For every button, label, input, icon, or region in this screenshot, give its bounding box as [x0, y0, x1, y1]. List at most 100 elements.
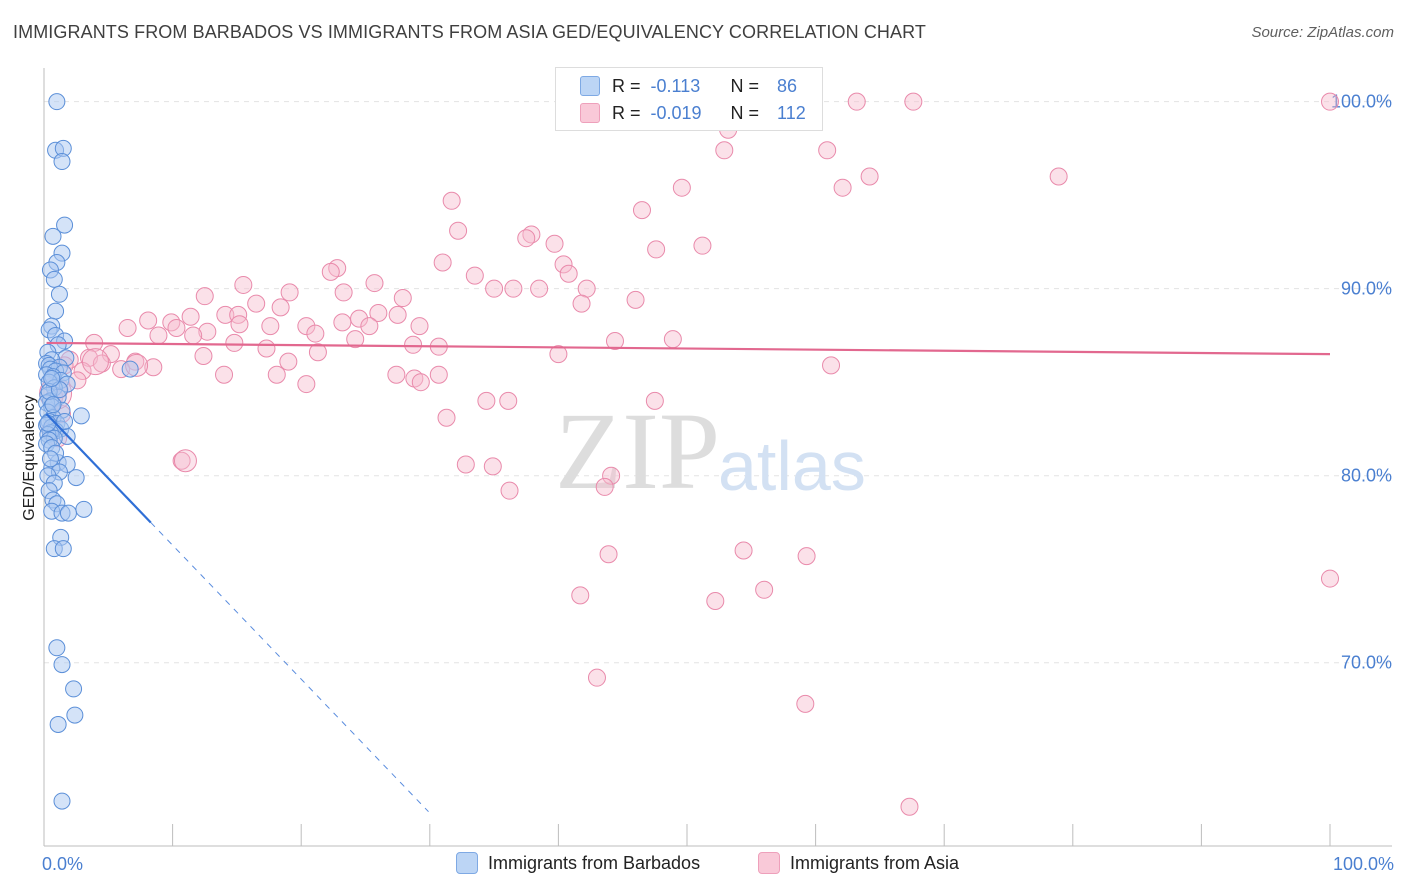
asia-point — [449, 221, 468, 240]
asia-point — [261, 317, 280, 336]
stats-legend-box: R = -0.113 N = 86 R = -0.019 N = 112 — [555, 67, 823, 131]
asia-point — [818, 141, 837, 160]
asia-point — [306, 324, 325, 343]
barbados-point — [66, 706, 84, 724]
y-tick-label: 80.0% — [1341, 466, 1392, 486]
barbados-point — [53, 792, 71, 810]
barbados-point — [53, 656, 71, 674]
asia-point — [504, 279, 523, 298]
barbados-point — [54, 540, 72, 558]
asia-point — [225, 333, 244, 352]
asia-point — [365, 274, 384, 293]
asia-point — [797, 547, 816, 566]
asia-r-value: -0.019 — [650, 102, 702, 123]
legend-asia-label: Immigrants from Asia — [790, 852, 960, 873]
legend-item-barbados[interactable]: Immigrants from Barbados — [456, 852, 700, 874]
asia-point — [360, 317, 379, 336]
barbados-point — [39, 414, 57, 432]
asia-point — [118, 318, 137, 337]
bottom-legend: Immigrants from Barbados Immigrants from… — [0, 852, 1406, 878]
asia-point — [234, 275, 253, 294]
asia-point — [334, 283, 353, 302]
barbados-point — [56, 216, 74, 234]
asia-point — [477, 391, 496, 410]
asia-point — [860, 167, 879, 186]
asia-point — [267, 365, 286, 384]
watermark: ZIP atlas — [555, 390, 866, 512]
asia-point — [833, 178, 852, 197]
barbados-point — [50, 285, 68, 303]
asia-point — [194, 347, 213, 366]
barbados-point — [75, 500, 93, 518]
barbados-n-label: N = — [730, 75, 760, 96]
barbados-point — [72, 407, 90, 425]
barbados-point — [41, 450, 59, 468]
asia-point — [672, 178, 691, 197]
asia-point — [647, 240, 666, 259]
asia-point — [483, 457, 502, 476]
asia-point — [663, 330, 682, 349]
asia-point — [429, 365, 448, 384]
asia-r-label: R = — [612, 102, 641, 123]
asia-point — [847, 92, 866, 111]
barbados-point — [53, 153, 71, 171]
asia-point — [632, 201, 651, 220]
asia-point — [144, 358, 163, 377]
asia-point — [297, 317, 316, 336]
asia-point — [530, 279, 549, 298]
asia-point — [755, 580, 774, 599]
trend-lines — [45, 341, 1331, 813]
legend-barbados-swatch — [456, 852, 478, 874]
asia-point — [101, 345, 120, 364]
asia-point — [571, 586, 590, 605]
y-tick-label: 100.0% — [1331, 92, 1392, 112]
asia-point — [433, 253, 452, 272]
x-tick-label: 100.0% — [1333, 854, 1394, 874]
watermark-zip-text: ZIP — [555, 390, 720, 512]
asia-n-label: N = — [730, 102, 760, 123]
barbados-point — [49, 715, 67, 733]
legend-item-asia[interactable]: Immigrants from Asia — [758, 852, 959, 874]
asia-point — [626, 290, 645, 309]
asia-point — [257, 339, 276, 358]
barbados-point — [48, 639, 66, 657]
asia-point-large — [173, 449, 197, 473]
asia-point — [572, 294, 591, 313]
asia-point — [216, 305, 235, 324]
asia-point — [437, 408, 456, 427]
barbados-n-value: 86 — [777, 75, 798, 96]
asia-point — [465, 266, 484, 285]
asia-point — [822, 356, 841, 375]
asia-point — [404, 335, 423, 354]
barbados-point — [121, 360, 139, 378]
asia-point — [1049, 167, 1068, 186]
asia-stats-text: R = -0.019 N = 112 — [612, 103, 806, 124]
barbados-swatch — [580, 76, 600, 96]
asia-point — [1321, 569, 1339, 588]
barbados-point — [43, 369, 61, 387]
asia-point — [280, 283, 299, 302]
asia-point — [321, 262, 340, 281]
asia-point — [442, 191, 461, 210]
asia-point — [172, 451, 191, 470]
source-credit: Source: ZipAtlas.com — [1251, 24, 1394, 41]
barbados-point — [65, 680, 83, 698]
asia-point — [554, 255, 573, 274]
barbados-r-label: R = — [612, 75, 641, 96]
asia-point — [92, 354, 111, 373]
barbados-point — [48, 93, 66, 111]
barbados-point — [67, 469, 85, 487]
asia-n-value: 112 — [777, 102, 806, 123]
asia-point — [139, 311, 158, 330]
asia-point-large — [81, 348, 109, 376]
barbados-r-value: -0.113 — [650, 75, 701, 96]
asia-point — [388, 305, 407, 324]
barbados-point — [47, 302, 65, 320]
barbados-point — [56, 412, 74, 430]
y-tick-label: 90.0% — [1341, 279, 1392, 299]
asia-swatch — [580, 103, 600, 123]
asia-point — [308, 343, 327, 362]
asia-point — [693, 236, 712, 255]
asia-point — [167, 318, 186, 337]
